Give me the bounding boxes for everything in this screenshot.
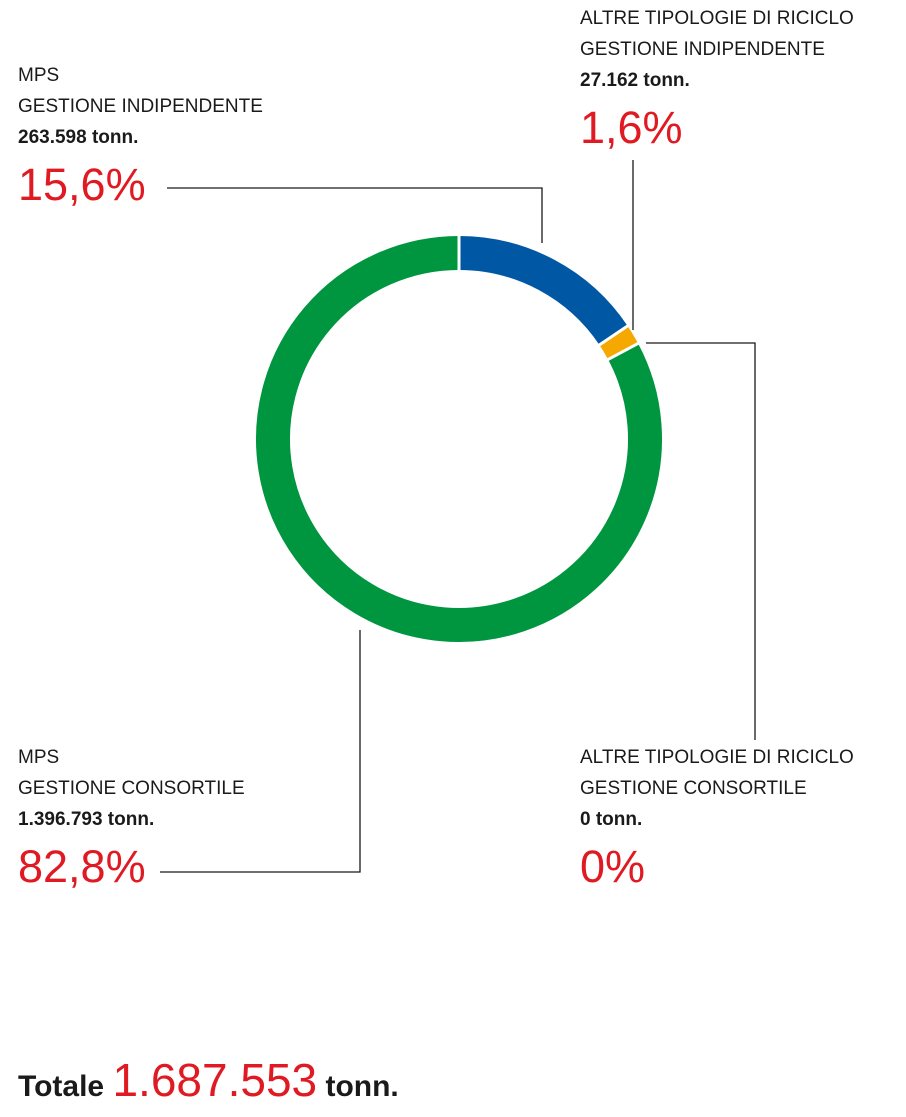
callout-mps-independent: MPS GESTIONE INDIPENDENTE 263.598 tonn. … xyxy=(18,60,263,211)
callout-tonnes: 27.162 tonn. xyxy=(580,70,690,91)
total-label: Totale xyxy=(18,1070,105,1103)
callout-tonnes: 263.598 tonn. xyxy=(18,127,139,148)
callout-percentage: 15,6% xyxy=(18,159,146,210)
callout-title: ALTRE TIPOLOGIE DI RICICLO xyxy=(580,8,854,29)
callout-tonnes: 0 tonn. xyxy=(580,809,643,830)
callout-title: MPS xyxy=(18,65,60,86)
callout-percentage: 0% xyxy=(580,841,646,892)
callout-other-independent: ALTRE TIPOLOGIE DI RICICLO GESTIONE INDI… xyxy=(580,3,854,154)
leader-line-other-consortile xyxy=(646,342,756,740)
donut-slices xyxy=(256,235,662,642)
callout-title: MPS xyxy=(18,747,60,768)
total-value: 1.687.553 xyxy=(112,1054,318,1106)
callout-title: ALTRE TIPOLOGIE DI RICICLO xyxy=(580,747,854,768)
callout-mps-consortile: MPS GESTIONE CONSORTILE 1.396.793 tonn. … xyxy=(18,742,245,893)
leader-line-mps-consortile xyxy=(160,630,361,873)
total-line: Totale 1.687.553 tonn. xyxy=(18,1050,399,1117)
callout-tonnes: 1.396.793 tonn. xyxy=(18,809,155,830)
slice-other-independent xyxy=(599,325,639,360)
leader-lines xyxy=(160,160,756,873)
callout-percentage: 82,8% xyxy=(18,841,146,892)
callout-percentage: 1,6% xyxy=(580,102,683,153)
slice-separator xyxy=(597,324,630,347)
total-unit: tonn. xyxy=(325,1070,399,1103)
slice-separator xyxy=(606,341,640,362)
callout-subtitle: GESTIONE CONSORTILE xyxy=(18,778,245,799)
callout-subtitle: GESTIONE CONSORTILE xyxy=(580,778,807,799)
callout-subtitle: GESTIONE INDIPENDENTE xyxy=(580,39,825,60)
callout-other-consortile: ALTRE TIPOLOGIE DI RICICLO GESTIONE CONS… xyxy=(580,742,854,893)
slice-mps-consortile xyxy=(256,236,662,642)
slice-mps-independent xyxy=(458,236,628,346)
leader-line-mps-independent xyxy=(167,187,543,243)
callout-subtitle: GESTIONE INDIPENDENTE xyxy=(18,96,263,117)
